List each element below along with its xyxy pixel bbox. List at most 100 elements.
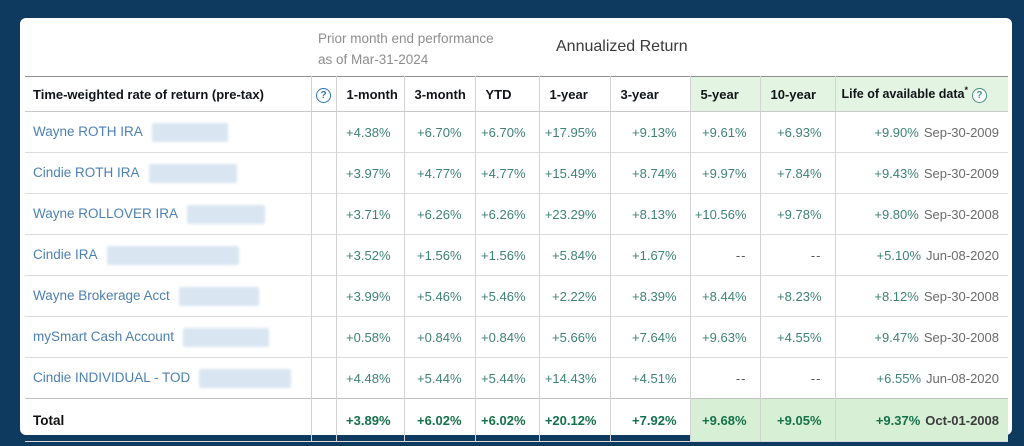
return-value: +4.48%: [335, 357, 404, 399]
total-return-value: +6.02%: [474, 398, 539, 442]
return-value: +8.39%: [609, 275, 690, 317]
life-inception-date: Sep-30-2008: [923, 329, 999, 345]
life-return-value: +9.47%: [874, 329, 919, 345]
return-value: +1.56%: [403, 234, 475, 276]
life-return-cell: +9.47% Sep-30-2008: [834, 316, 1008, 358]
total-row: Total +3.89% +6.02% +6.02% +20.12% +7.92…: [25, 398, 1008, 442]
return-value: +0.84%: [474, 316, 539, 358]
return-value: +5.84%: [538, 234, 610, 276]
life-return-value: +9.90%: [874, 124, 919, 140]
footnote-asterisk: *: [964, 85, 968, 96]
return-value: +4.77%: [474, 152, 539, 194]
return-value: +5.44%: [474, 357, 539, 399]
return-value: +6.70%: [474, 111, 539, 153]
return-value: +9.61%: [689, 111, 760, 153]
col-header-10-year: 10-year: [759, 76, 835, 112]
return-value: +8.23%: [759, 275, 835, 317]
return-value: +6.70%: [403, 111, 475, 153]
help-icon[interactable]: ?: [316, 87, 331, 103]
life-help-icon[interactable]: ?: [971, 87, 987, 103]
life-return-value: +9.43%: [874, 165, 919, 181]
redacted-account-number: [199, 368, 292, 388]
life-return-value: +8.12%: [874, 288, 919, 304]
life-return-value: +5.10%: [876, 247, 921, 263]
life-return-cell: +5.10% Jun-08-2020: [834, 234, 1008, 276]
account-link[interactable]: Wayne Brokerage Acct: [33, 287, 170, 303]
return-value: +4.38%: [335, 111, 404, 153]
life-inception-date: Sep-30-2009: [923, 165, 999, 181]
return-value: +15.49%: [538, 152, 610, 194]
life-return-cell: +8.12% Sep-30-2008: [834, 275, 1008, 317]
return-value: +5.46%: [403, 275, 475, 317]
life-inception-date: Sep-30-2008: [923, 288, 999, 304]
life-inception-date: Sep-30-2008: [923, 206, 999, 222]
return-value: +3.97%: [335, 152, 404, 194]
life-inception-date: Sep-30-2009: [923, 124, 999, 140]
total-return-value: +3.89%: [335, 398, 404, 442]
return-value: +3.71%: [335, 193, 404, 235]
return-value: +7.64%: [609, 316, 690, 358]
redacted-account-number: [148, 163, 237, 183]
return-value: +23.29%: [538, 193, 610, 235]
life-return-value: +9.80%: [874, 206, 919, 222]
life-return-value: +6.55%: [876, 370, 921, 386]
return-value: +8.44%: [689, 275, 760, 317]
life-inception-date: Jun-08-2020: [926, 247, 999, 263]
table-row: Cindie ROTH IRA +3.97% +4.77% +4.77% +15…: [25, 152, 1008, 194]
return-value: +9.78%: [759, 193, 835, 235]
account-link[interactable]: Cindie INDIVIDUAL - TOD: [33, 369, 191, 385]
life-return-cell: +9.80% Sep-30-2008: [834, 193, 1008, 235]
performance-table-wrap: Time-weighted rate of return (pre-tax) ?…: [25, 76, 1008, 442]
total-life-return-value: +9.37%: [875, 412, 921, 428]
header-row: Time-weighted rate of return (pre-tax) ?…: [25, 76, 1008, 112]
return-value: +5.44%: [403, 357, 475, 399]
life-return-cell: +6.55% Jun-08-2020: [834, 357, 1008, 399]
col-header-ytd: YTD: [474, 76, 539, 112]
return-value: +1.56%: [474, 234, 539, 276]
return-value: +9.97%: [689, 152, 760, 194]
total-life-return-cell: +9.37% Oct-01-2008: [834, 398, 1008, 442]
return-value: --: [759, 357, 835, 399]
return-value: --: [689, 234, 760, 276]
table-row: Wayne Brokerage Acct +3.99% +5.46% +5.46…: [25, 275, 1008, 317]
return-value: +1.67%: [609, 234, 690, 276]
life-return-cell: +9.90% Sep-30-2009: [834, 111, 1008, 153]
return-value: +17.95%: [538, 111, 610, 153]
redacted-account-number: [178, 286, 259, 306]
return-value: +6.93%: [759, 111, 835, 153]
return-value: +10.56%: [689, 193, 760, 235]
return-value: +3.52%: [335, 234, 404, 276]
prior-month-caption: Prior month end performance as of Mar-31…: [318, 28, 494, 70]
total-return-value: +6.02%: [403, 398, 475, 442]
redacted-account-number: [106, 245, 239, 265]
prior-month-caption-line1: Prior month end performance: [318, 31, 494, 46]
total-return-value: +9.68%: [689, 398, 760, 442]
return-value: +9.13%: [609, 111, 690, 153]
return-value: +2.22%: [538, 275, 610, 317]
account-link[interactable]: Cindie ROTH IRA: [33, 164, 140, 180]
return-value: +0.84%: [403, 316, 475, 358]
redacted-account-number: [183, 327, 270, 347]
return-value: +8.74%: [609, 152, 690, 194]
life-return-cell: +9.43% Sep-30-2009: [834, 152, 1008, 194]
table-row: Cindie INDIVIDUAL - TOD +4.48% +5.44% +5…: [25, 357, 1008, 399]
return-value: +4.77%: [403, 152, 475, 194]
total-return-value: +9.05%: [759, 398, 835, 442]
col-header-3-month: 3-month: [403, 76, 475, 112]
account-link[interactable]: Wayne ROLLOVER IRA: [33, 205, 179, 221]
table-row: Wayne ROLLOVER IRA +3.71% +6.26% +6.26% …: [25, 193, 1008, 235]
return-value: +6.26%: [474, 193, 539, 235]
performance-table: Time-weighted rate of return (pre-tax) ?…: [25, 76, 1008, 442]
account-link[interactable]: mySmart Cash Account: [33, 328, 175, 344]
col-header-1-month: 1-month: [335, 76, 404, 112]
return-value: +6.26%: [403, 193, 475, 235]
return-value: +9.63%: [689, 316, 760, 358]
col-header-1-year: 1-year: [538, 76, 610, 112]
account-link[interactable]: Cindie IRA: [33, 246, 98, 262]
life-inception-date: Jun-08-2020: [926, 370, 999, 386]
account-link[interactable]: Wayne ROTH IRA: [33, 123, 143, 139]
redacted-account-number: [187, 204, 266, 224]
col-header-3-year: 3-year: [609, 76, 690, 112]
return-value: +4.55%: [759, 316, 835, 358]
table-row: Wayne ROTH IRA +4.38% +6.70% +6.70% +17.…: [25, 111, 1008, 153]
